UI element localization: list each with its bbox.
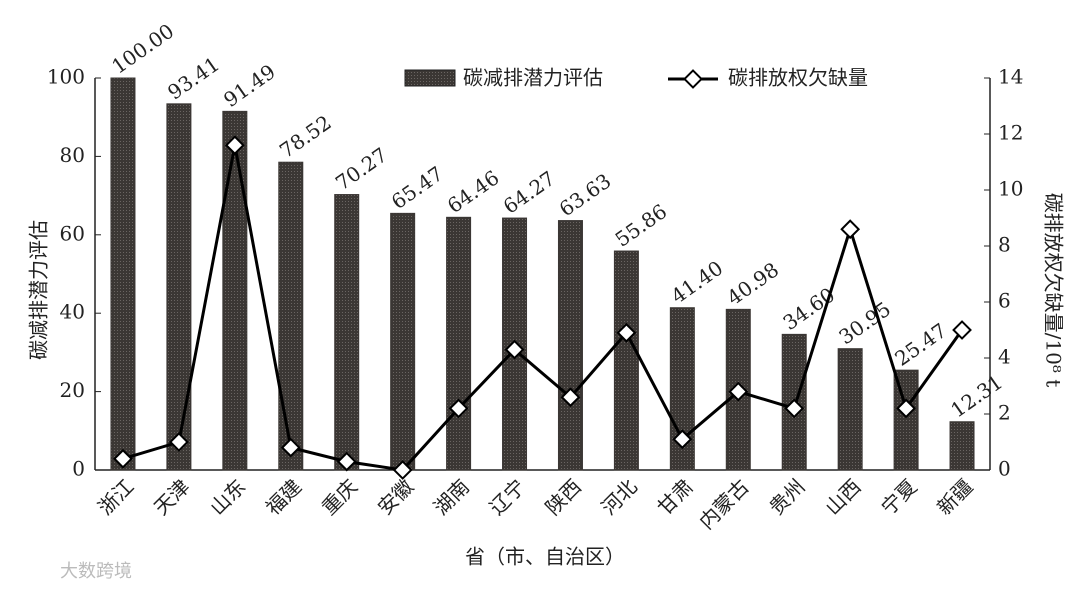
x-tick-label: 内蒙古: [694, 474, 753, 533]
marker: [616, 322, 637, 343]
y2-tick-label: 4: [998, 345, 1011, 369]
y-tick-label: 60: [60, 221, 85, 245]
x-tick-label: 新疆: [932, 474, 977, 519]
marker: [392, 460, 413, 480]
x-tick-label: 山东: [205, 474, 250, 519]
marker: [113, 448, 133, 469]
y2-axis-label: 碳排放权欠缺量/10⁸ t: [1042, 193, 1066, 388]
data-label: 100.00: [107, 19, 178, 79]
x-tick-label: 山西: [820, 474, 865, 519]
marker: [952, 320, 972, 340]
marker: [560, 387, 581, 408]
legend-label: 碳减排潜力评估: [463, 66, 603, 90]
x-tick-label: 辽宁: [485, 474, 530, 519]
bar: [334, 194, 360, 471]
data-label: 41.40: [667, 256, 728, 309]
x-tick-label: 重庆: [317, 474, 362, 519]
bar: [613, 250, 639, 471]
data-label: 55.86: [611, 199, 672, 252]
data-label: 91.49: [219, 59, 280, 112]
marker: [784, 398, 805, 419]
watermark: 大数跨境: [60, 561, 132, 582]
marker: [336, 451, 357, 472]
marker: [840, 219, 861, 240]
x-tick-label: 甘肃: [653, 474, 698, 519]
legend-swatch-bar: [404, 69, 456, 87]
data-label: 64.46: [443, 165, 504, 218]
data-label: 25.47: [890, 318, 951, 371]
y-tick-label: 0: [72, 457, 85, 481]
x-axis-label: 省（市、自治区）: [465, 545, 625, 569]
y-tick-label: 80: [60, 143, 85, 167]
bar: [837, 348, 863, 471]
x-tick-label: 浙江: [93, 474, 138, 519]
y2-tick-label: 10: [998, 177, 1023, 201]
bar: [222, 110, 248, 471]
marker: [169, 432, 189, 452]
bar: [166, 103, 192, 471]
y2-tick-label: 0: [998, 457, 1011, 481]
data-label: 70.27: [331, 143, 392, 196]
bar: [390, 212, 416, 471]
marker: [280, 437, 301, 458]
bar: [893, 369, 919, 471]
y2-tick-label: 14: [998, 65, 1023, 89]
legend-label: 碳排放权欠缺量: [728, 66, 868, 90]
y2-tick-label: 6: [998, 289, 1011, 313]
data-label: 64.27: [499, 166, 560, 219]
line: [122, 144, 964, 472]
x-tick-label: 福建: [261, 474, 306, 519]
y2-tick-label: 12: [998, 121, 1023, 145]
marker: [448, 398, 469, 419]
data-label: 93.41: [163, 52, 224, 105]
marker: [672, 429, 693, 450]
x-tick-label: 安徽: [373, 474, 418, 519]
x-tick-label: 河北: [597, 474, 642, 519]
y-axis-label: 碳减排潜力评估: [27, 220, 51, 360]
y-tick-label: 100: [47, 65, 85, 89]
bar: [446, 216, 472, 471]
y2-tick-label: 2: [998, 401, 1011, 425]
data-label: 78.52: [275, 110, 336, 163]
x-tick-label: 天津: [149, 474, 194, 519]
y-tick-label: 20: [60, 378, 85, 402]
data-label: 63.63: [555, 169, 616, 222]
bar: [110, 77, 136, 471]
bar: [949, 421, 975, 471]
legend-marker: [683, 69, 703, 89]
marker: [504, 339, 525, 360]
y-tick-label: 40: [60, 300, 85, 324]
y2-tick-label: 8: [998, 233, 1011, 257]
bar: [557, 220, 583, 471]
x-tick-label: 宁夏: [876, 474, 921, 519]
marker: [728, 381, 749, 402]
data-label: 65.47: [387, 161, 448, 214]
data-label: 40.98: [723, 257, 784, 310]
bar: [278, 161, 304, 471]
marker: [896, 398, 916, 419]
marker: [224, 135, 245, 156]
x-tick-label: 陕西: [541, 474, 586, 519]
x-tick-label: 湖南: [429, 474, 474, 519]
x-tick-label: 贵州: [764, 474, 809, 519]
